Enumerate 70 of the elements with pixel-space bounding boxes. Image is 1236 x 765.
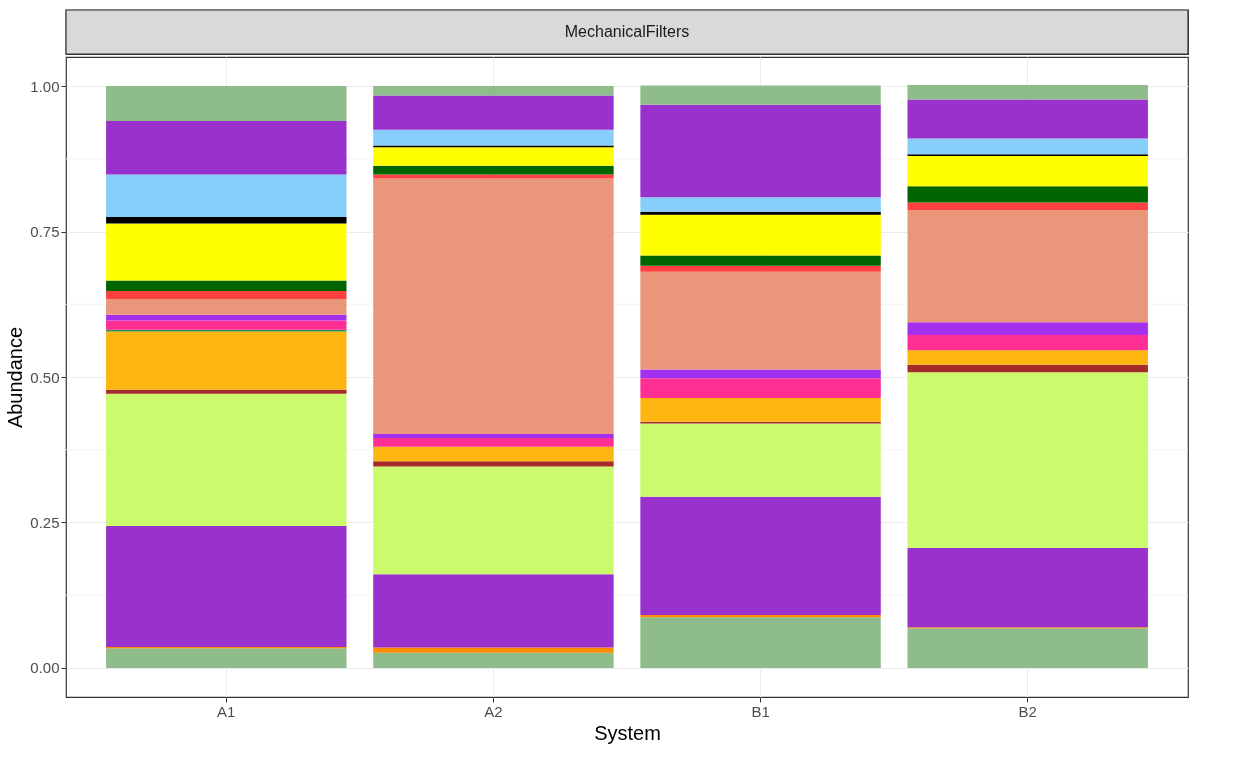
- bar: [106, 393, 347, 526]
- bar: [907, 84, 1148, 100]
- chart-title: MechanicalFilters: [564, 23, 690, 40]
- bar: [640, 496, 881, 615]
- bar: [907, 628, 1148, 668]
- x-tick-label: B1: [751, 702, 770, 720]
- bar: [106, 290, 347, 300]
- bar: [373, 174, 614, 179]
- bar: [907, 138, 1148, 155]
- bar: [106, 121, 347, 175]
- bar: [373, 466, 614, 575]
- bar: [106, 280, 347, 291]
- bar: [106, 217, 347, 224]
- bar: [907, 186, 1148, 203]
- bar: [907, 202, 1148, 211]
- bar: [640, 271, 881, 370]
- bar: [373, 95, 614, 130]
- bar: [106, 174, 347, 217]
- bar: [907, 210, 1148, 323]
- bar: [106, 648, 347, 668]
- bar: [640, 214, 881, 256]
- y-tick-label: 0.75: [30, 223, 60, 241]
- x-axis-title: System: [594, 721, 661, 744]
- bar: [373, 446, 614, 462]
- bar: [907, 335, 1148, 351]
- bar: [907, 155, 1148, 187]
- y-tick-label: 0.25: [30, 513, 60, 531]
- bar: [373, 461, 614, 467]
- y-axis-title: Abundance: [4, 326, 27, 429]
- bar: [640, 104, 881, 198]
- bar: [640, 369, 881, 379]
- bar: [640, 197, 881, 212]
- bar: [373, 178, 614, 435]
- bar: [640, 378, 881, 398]
- y-tick-label: 0.50: [30, 368, 60, 386]
- bar: [640, 397, 881, 422]
- bar: [373, 434, 614, 439]
- bar: [373, 438, 614, 447]
- bar: [640, 265, 881, 272]
- bar: [373, 147, 614, 166]
- bar: [640, 255, 881, 266]
- bar: [907, 322, 1148, 336]
- bar: [907, 364, 1148, 373]
- bar: [907, 372, 1148, 549]
- bar: [907, 99, 1148, 139]
- bar: [640, 617, 881, 668]
- bar: [106, 86, 347, 121]
- bar: [373, 129, 614, 146]
- bar: [106, 314, 347, 321]
- x-tick-label: B2: [1018, 702, 1037, 720]
- x-tick-label: A1: [217, 702, 236, 720]
- bar: [373, 652, 614, 668]
- bar: [106, 223, 347, 281]
- bar: [907, 350, 1148, 365]
- bar: [640, 211, 881, 215]
- y-tick-label: 0.00: [30, 659, 60, 677]
- bar: [106, 331, 347, 390]
- y-tick-label: 1.00: [30, 77, 60, 95]
- bar: [640, 423, 881, 497]
- bar: [373, 165, 614, 175]
- bar: [106, 320, 347, 330]
- bar: [640, 85, 881, 105]
- bar: [907, 548, 1148, 628]
- bar: [106, 389, 347, 394]
- bar: [106, 299, 347, 315]
- bar: [373, 574, 614, 648]
- bar: [106, 525, 347, 647]
- bar: [373, 86, 614, 96]
- bar: [373, 647, 614, 653]
- x-tick-label: A2: [484, 702, 503, 720]
